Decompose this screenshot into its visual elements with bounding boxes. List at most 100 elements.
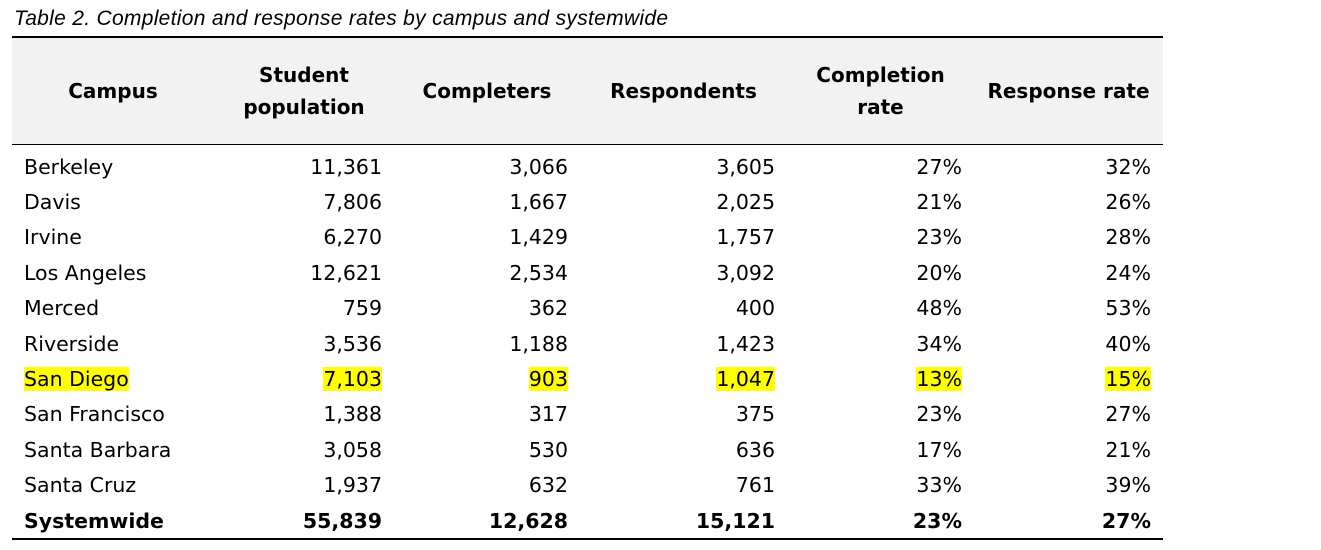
cell-completers-text: 12,628 [488, 508, 568, 533]
cell-respondents: 3,605 [580, 145, 787, 185]
cell-response-rate-text: 28% [1105, 225, 1151, 250]
cell-population-text: 6,270 [323, 225, 382, 250]
cell-respondents: 3,092 [580, 255, 787, 290]
cell-population-text: 55,839 [302, 508, 382, 533]
cell-completion-rate-text: 17% [916, 437, 962, 462]
header-completion-rate: Completion rate [787, 37, 974, 145]
cell-respondents: 375 [580, 397, 787, 432]
table-row: Santa Barbara 3,058 530 636 17% 21% [12, 432, 1163, 467]
cell-completion-rate: 21% [787, 184, 974, 219]
cell-campus-text: San Diego [24, 367, 129, 392]
header-completion-line1: Completion [816, 63, 945, 87]
cell-response-rate-text: 15% [1105, 367, 1151, 392]
cell-campus: San Francisco [12, 397, 214, 432]
cell-completion-rate: 33% [787, 468, 974, 503]
cell-population-text: 11,361 [310, 154, 382, 179]
cell-population: 3,536 [214, 326, 394, 361]
header-population-line1: Student [259, 63, 349, 87]
cell-response-rate: 40% [974, 326, 1163, 361]
cell-population: 3,058 [214, 432, 394, 467]
cell-response-rate-text: 53% [1105, 296, 1151, 321]
cell-completers: 530 [394, 432, 580, 467]
cell-completion-rate: 13% [787, 361, 974, 396]
cell-respondents: 636 [580, 432, 787, 467]
cell-response-rate: 24% [974, 255, 1163, 290]
cell-campus-text: Systemwide [24, 508, 164, 533]
header-completion-line2: rate [857, 95, 904, 119]
cell-response-rate: 27% [974, 397, 1163, 432]
table-row: Santa Cruz 1,937 632 761 33% 39% [12, 468, 1163, 503]
cell-completion-rate-text: 13% [916, 367, 962, 392]
table-body: Berkeley 11,361 3,066 3,605 27% 32% Davis 7,806… [12, 145, 1163, 541]
header-response-rate: Response rate [987, 79, 1150, 103]
cell-campus-text: San Francisco [24, 402, 165, 427]
cell-campus-text: Santa Barbara [24, 437, 172, 462]
cell-population-text: 3,058 [323, 437, 382, 462]
cell-respondents: 15,121 [580, 502, 787, 541]
cell-respondents-text: 3,605 [716, 154, 775, 179]
cell-respondents: 761 [580, 468, 787, 503]
cell-completion-rate-text: 27% [916, 154, 962, 179]
cell-population: 7,806 [214, 184, 394, 219]
table-caption: Table 2. Completion and response rates b… [14, 7, 669, 30]
cell-respondents-text: 636 [735, 437, 775, 462]
table-row: Los Angeles 12,621 2,534 3,092 20% 24% [12, 255, 1163, 290]
cell-response-rate: 39% [974, 468, 1163, 503]
cell-completion-rate: 17% [787, 432, 974, 467]
cell-completers-text: 1,429 [509, 225, 568, 250]
cell-completion-rate: 23% [787, 502, 974, 541]
cell-completers: 362 [394, 291, 580, 326]
cell-campus: Santa Cruz [12, 468, 214, 503]
cell-response-rate: 32% [974, 145, 1163, 185]
cell-response-rate: 53% [974, 291, 1163, 326]
completion-rates-table: Campus Student population Completers Resp… [12, 36, 1163, 541]
cell-population-text: 759 [342, 296, 382, 321]
cell-completion-rate-text: 34% [916, 331, 962, 356]
cell-completion-rate: 27% [787, 145, 974, 185]
cell-completion-rate-text: 33% [916, 473, 962, 498]
cell-completers-text: 1,188 [509, 331, 568, 356]
cell-completion-rate: 23% [787, 220, 974, 255]
cell-completers-text: 530 [528, 437, 568, 462]
cell-completers-text: 903 [528, 367, 568, 392]
table-container: Campus Student population Completers Resp… [12, 36, 1163, 541]
cell-completers: 12,628 [394, 502, 580, 541]
cell-campus: Berkeley [12, 145, 214, 185]
cell-campus-text: Merced [24, 296, 100, 321]
cell-respondents: 400 [580, 291, 787, 326]
cell-respondents-text: 761 [735, 473, 775, 498]
table-row: Riverside 3,536 1,188 1,423 34% 40% [12, 326, 1163, 361]
cell-response-rate-text: 27% [1101, 508, 1151, 533]
cell-campus: Systemwide [12, 502, 214, 541]
table-row: San Diego 7,103 903 1,047 13% 15% [12, 361, 1163, 396]
cell-campus-text: Los Angeles [24, 260, 147, 285]
cell-respondents: 1,047 [580, 361, 787, 396]
cell-completers-text: 3,066 [509, 154, 568, 179]
cell-campus: Irvine [12, 220, 214, 255]
cell-respondents-text: 2,025 [716, 190, 775, 215]
cell-population: 1,388 [214, 397, 394, 432]
cell-respondents-text: 1,757 [716, 225, 775, 250]
cell-respondents: 1,757 [580, 220, 787, 255]
cell-completion-rate-text: 48% [916, 296, 962, 321]
cell-completers-text: 1,667 [509, 190, 568, 215]
cell-population: 6,270 [214, 220, 394, 255]
cell-campus: Riverside [12, 326, 214, 361]
cell-respondents-text: 400 [735, 296, 775, 321]
cell-population: 12,621 [214, 255, 394, 290]
cell-completion-rate-text: 23% [912, 508, 962, 533]
cell-completers-text: 2,534 [509, 260, 568, 285]
cell-population-text: 12,621 [310, 260, 382, 285]
cell-respondents-text: 15,121 [695, 508, 775, 533]
cell-completion-rate-text: 21% [916, 190, 962, 215]
cell-completers-text: 317 [528, 402, 568, 427]
cell-campus-text: Riverside [24, 331, 120, 356]
cell-completers: 632 [394, 468, 580, 503]
cell-campus-text: Berkeley [24, 154, 114, 179]
cell-response-rate-text: 21% [1105, 437, 1151, 462]
cell-completers: 903 [394, 361, 580, 396]
cell-completion-rate-text: 23% [916, 225, 962, 250]
cell-population-text: 7,806 [323, 190, 382, 215]
cell-population: 55,839 [214, 502, 394, 541]
cell-response-rate-text: 32% [1105, 154, 1151, 179]
